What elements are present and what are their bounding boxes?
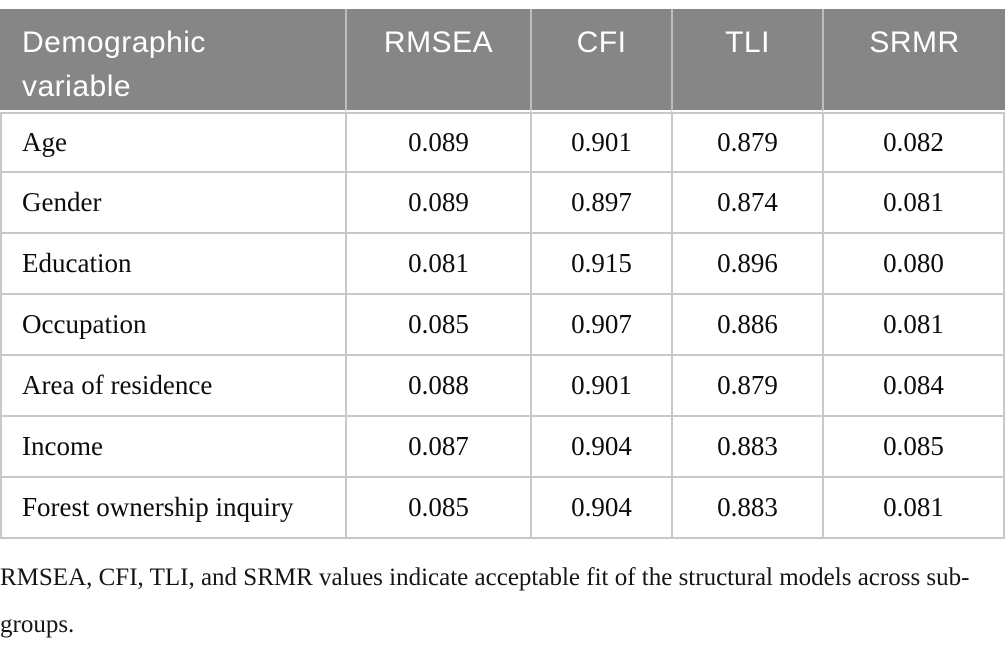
row-label-gender: Gender (0, 173, 345, 234)
column-header-demographic-variable: Demographic variable (0, 9, 345, 112)
cell-rmsea: 0.085 (345, 478, 530, 539)
cell-cfi: 0.907 (530, 295, 671, 356)
table-footnote: RMSEA, CFI, TLI, and SRMR values indicat… (0, 564, 970, 638)
header-row: Demographic variable RMSEA CFI TLI SRMR (0, 9, 1005, 112)
cell-tli: 0.879 (671, 356, 822, 417)
cell-cfi: 0.904 (530, 417, 671, 478)
column-header-rmsea: RMSEA (345, 9, 530, 112)
row-label-education: Education (0, 234, 345, 295)
cell-tli: 0.896 (671, 234, 822, 295)
cell-rmsea: 0.089 (345, 173, 530, 234)
column-header-cfi: CFI (530, 9, 671, 112)
cell-cfi: 0.901 (530, 356, 671, 417)
cell-rmsea: 0.081 (345, 234, 530, 295)
cell-rmsea: 0.089 (345, 112, 530, 173)
column-header-srmr: SRMR (822, 9, 1005, 112)
cell-tli: 0.879 (671, 112, 822, 173)
cell-cfi: 0.901 (530, 112, 671, 173)
table-row: Age 0.089 0.901 0.879 0.082 (0, 112, 1005, 173)
cell-cfi: 0.904 (530, 478, 671, 539)
cell-cfi: 0.897 (530, 173, 671, 234)
cell-srmr: 0.082 (822, 112, 1005, 173)
cell-rmsea: 0.088 (345, 356, 530, 417)
cell-rmsea: 0.085 (345, 295, 530, 356)
cell-tli: 0.874 (671, 173, 822, 234)
table-row: Forest ownership inquiry 0.085 0.904 0.8… (0, 478, 1005, 539)
row-label-age: Age (0, 112, 345, 173)
table-row: Occupation 0.085 0.907 0.886 0.081 (0, 295, 1005, 356)
column-header-tli: TLI (671, 9, 822, 112)
table-row: Education 0.081 0.915 0.896 0.080 (0, 234, 1005, 295)
cell-srmr: 0.081 (822, 478, 1005, 539)
cell-srmr: 0.081 (822, 295, 1005, 356)
row-label-area-of-residence: Area of residence (0, 356, 345, 417)
model-fit-table: Demographic variable RMSEA CFI TLI SRMR … (0, 9, 1005, 539)
cell-cfi: 0.915 (530, 234, 671, 295)
row-label-income: Income (0, 417, 345, 478)
cell-srmr: 0.080 (822, 234, 1005, 295)
table-header: Demographic variable RMSEA CFI TLI SRMR (0, 9, 1005, 112)
row-label-occupation: Occupation (0, 295, 345, 356)
table-row: Gender 0.089 0.897 0.874 0.081 (0, 173, 1005, 234)
table-body: Age 0.089 0.901 0.879 0.082 Gender 0.089… (0, 112, 1005, 539)
table-row: Area of residence 0.088 0.901 0.879 0.08… (0, 356, 1005, 417)
row-label-forest-ownership-inquiry: Forest ownership inquiry (0, 478, 345, 539)
cell-rmsea: 0.087 (345, 417, 530, 478)
cell-srmr: 0.081 (822, 173, 1005, 234)
cell-tli: 0.883 (671, 417, 822, 478)
paper-table-figure: Demographic variable RMSEA CFI TLI SRMR … (0, 9, 1005, 648)
cell-srmr: 0.084 (822, 356, 1005, 417)
cell-tli: 0.883 (671, 478, 822, 539)
cell-tli: 0.886 (671, 295, 822, 356)
cell-srmr: 0.085 (822, 417, 1005, 478)
table-row: Income 0.087 0.904 0.883 0.085 (0, 417, 1005, 478)
